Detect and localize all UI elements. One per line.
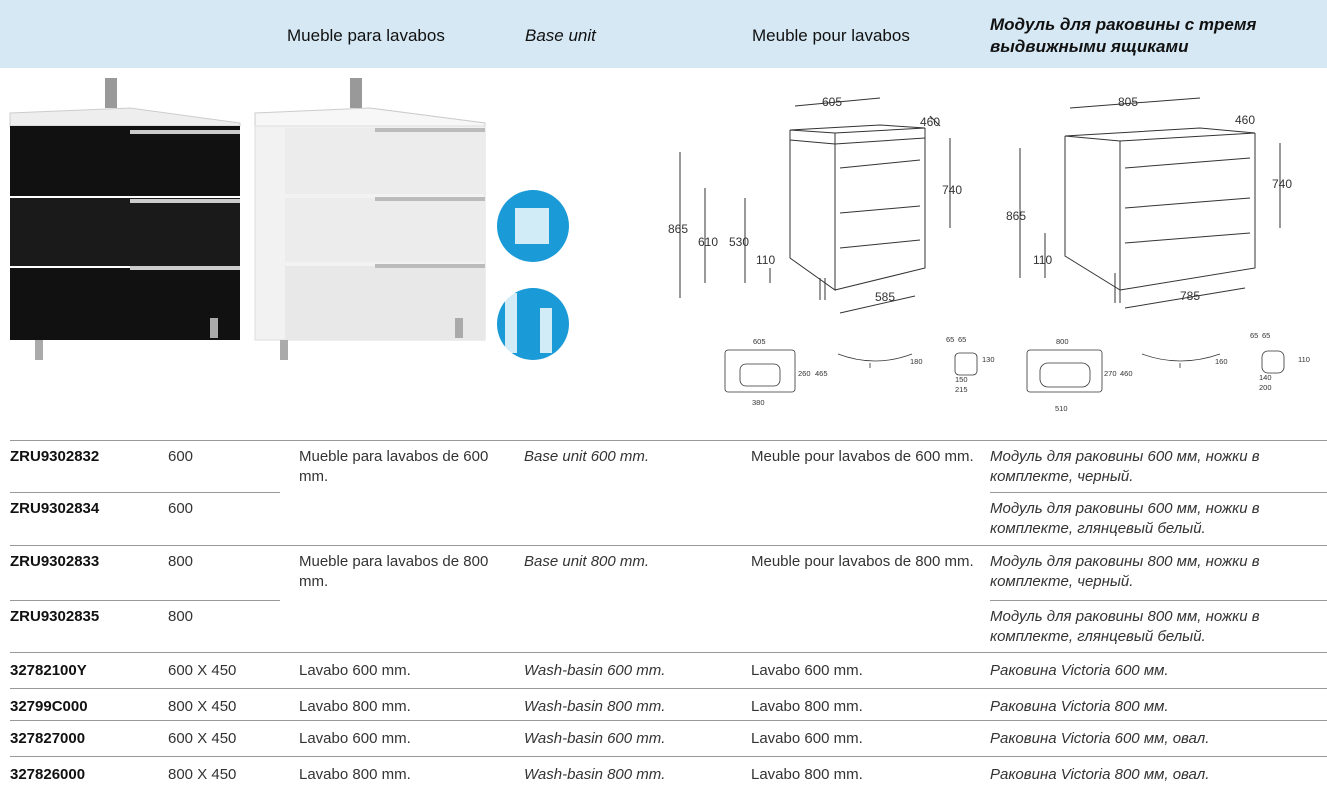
cell-fr: Lavabo 800 mm. [751, 698, 863, 715]
dim: 65 [1250, 331, 1258, 340]
black-cabinet [9, 78, 241, 360]
dim: 605 [753, 337, 766, 346]
row-rule [10, 600, 280, 601]
dim: 465 [815, 369, 828, 378]
dim: 65 [958, 335, 966, 344]
cell-ru: Раковина Victoria 800 мм, овал. [990, 766, 1210, 783]
dim: 740 [1272, 177, 1292, 191]
cell-ru: Модуль для раковины 800 мм, ножки в комп… [990, 553, 1260, 590]
cell-code: 327826000 [10, 766, 86, 783]
header-fr: Meuble pour lavabos [752, 26, 910, 45]
dim: 160 [1215, 357, 1228, 366]
dim: 270 [1104, 369, 1117, 378]
cell-size: 800 X 450 [168, 698, 237, 715]
dim: 110 [756, 253, 775, 267]
cell-fr: Lavabo 600 mm. [751, 730, 863, 747]
cell-ru: Модуль для раковины 600 мм, ножки в комп… [990, 448, 1260, 485]
cell-code: 32782100Y [10, 662, 87, 679]
cell-en: Wash-basin 800 mm. [524, 698, 666, 715]
cell-en: Wash-basin 600 mm. [524, 662, 666, 679]
cell-code: ZRU9302833 [10, 553, 100, 570]
cell-code: 32799C000 [10, 698, 88, 715]
cell-es: Lavabo 600 mm. [299, 662, 411, 679]
cell-size: 800 [168, 553, 194, 570]
cell-fr: Meuble pour lavabos de 600 mm. [751, 448, 974, 465]
cell-en: Base unit 600 mm. [524, 448, 650, 465]
dim: 610 [698, 235, 718, 249]
cell-size: 600 X 450 [168, 662, 237, 679]
dim: 130 [982, 355, 995, 364]
header-ru: Модуль для раковины с тремя выдвижными я… [990, 15, 1257, 56]
cell-code: ZRU9302834 [10, 500, 100, 517]
dim: 605 [822, 95, 842, 109]
dim: 785 [1180, 289, 1200, 303]
dim: 865 [1006, 209, 1026, 223]
dim: 200 [1259, 383, 1272, 392]
row-rule [990, 600, 1327, 601]
dim: 800 [1056, 337, 1069, 346]
cell-en: Wash-basin 800 mm. [524, 766, 666, 783]
unit-800-drawing [1019, 97, 1281, 309]
cell-en: Wash-basin 600 mm. [524, 730, 666, 747]
basin-drawings [724, 349, 1285, 393]
dim: 585 [875, 290, 895, 304]
row-rule [10, 720, 1327, 721]
dim: 65 [946, 335, 954, 344]
cell-ru: Раковина Victoria 600 мм, овал. [990, 730, 1210, 747]
dim: 460 [920, 115, 940, 129]
row-rule [990, 492, 1327, 493]
dim: 865 [668, 222, 688, 236]
row-rule [10, 688, 1327, 689]
cell-fr: Lavabo 800 mm. [751, 766, 863, 783]
dim: 530 [729, 235, 749, 249]
illustrations: 605 460 740 865 610 530 110 585 805 460 … [9, 78, 1310, 413]
cell-es: Lavabo 800 mm. [299, 766, 411, 783]
cell-size: 600 [168, 448, 194, 465]
dim: 110 [1033, 253, 1052, 267]
cell-size: 800 X 450 [168, 766, 237, 783]
cell-en: Base unit 800 mm. [524, 553, 650, 570]
cell-fr: Meuble pour lavabos de 800 mm. [751, 553, 974, 570]
header-band: Mueble para lavabos Base unit Meuble pou… [0, 0, 1327, 68]
cell-code: 327827000 [10, 730, 86, 747]
cell-fr: Lavabo 600 mm. [751, 662, 863, 679]
dim: 740 [942, 183, 962, 197]
cell-code: ZRU9302832 [10, 448, 100, 465]
header-en: Base unit [525, 26, 596, 45]
cell-es: Mueble para lavabos de 800 mm. [299, 553, 489, 590]
dim: 260 [798, 369, 811, 378]
dim: 460 [1120, 369, 1133, 378]
header-es: Mueble para lavabos [287, 26, 445, 45]
white-cabinet [254, 78, 486, 360]
cell-es: Mueble para lavabos de 600 mm. [299, 448, 489, 485]
dim: 215 [955, 385, 968, 394]
row-rule [10, 545, 1327, 546]
dim: 460 [1235, 113, 1255, 127]
row-rule [10, 652, 1327, 653]
dim: 510 [1055, 404, 1068, 413]
dim: 380 [752, 398, 765, 407]
cell-size: 600 [168, 500, 194, 517]
row-rule [10, 440, 1327, 441]
cell-code: ZRU9302835 [10, 608, 100, 625]
cell-ru: Раковина Victoria 600 мм. [990, 662, 1169, 679]
cell-es: Lavabo 600 mm. [299, 730, 411, 747]
dim: 180 [910, 357, 923, 366]
dim: 805 [1118, 95, 1138, 109]
dim: 140 [1259, 373, 1272, 382]
cell-es: Lavabo 800 mm. [299, 698, 411, 715]
cell-size: 600 X 450 [168, 730, 237, 747]
unit-600-drawing [679, 97, 951, 314]
dim: 110 [1298, 355, 1310, 364]
cell-ru: Модуль для раковины 800 мм, ножки в комп… [990, 608, 1260, 645]
row-rule [10, 492, 280, 493]
dim: 65 [1262, 331, 1270, 340]
cell-size: 800 [168, 608, 194, 625]
cell-ru: Модуль для раковины 600 мм, ножки в комп… [990, 500, 1260, 537]
dim: 150 [955, 375, 968, 384]
cell-ru: Раковина Victoria 800 мм. [990, 698, 1169, 715]
row-rule [10, 756, 1327, 757]
